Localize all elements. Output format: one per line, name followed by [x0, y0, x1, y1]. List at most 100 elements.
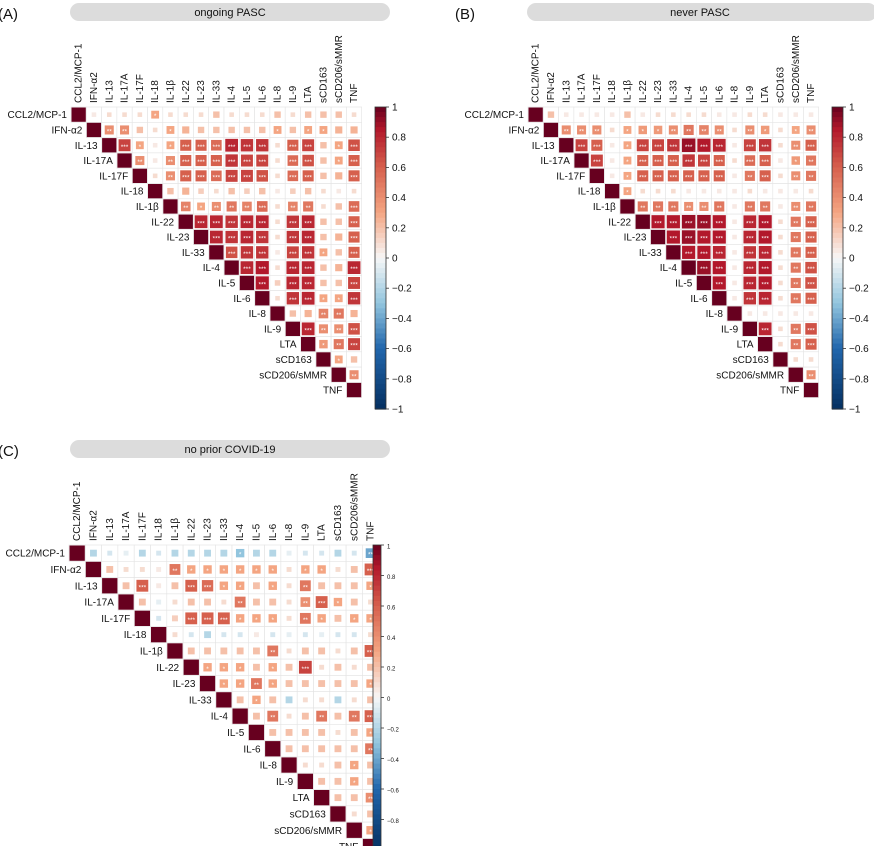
- significance-mark: ***: [243, 266, 251, 273]
- corr-square: [242, 201, 252, 212]
- significance-mark: **: [352, 373, 358, 380]
- significance-mark: **: [793, 220, 799, 227]
- significance-mark: ***: [700, 266, 708, 273]
- corr-square: [268, 679, 277, 688]
- corr-square: [732, 173, 737, 179]
- corr-square: [348, 231, 360, 243]
- colorbar-stripe: [832, 132, 843, 138]
- corr-square: [167, 187, 174, 195]
- colorbar-stripe: [832, 192, 843, 199]
- corr-square: [302, 762, 308, 768]
- significance-mark: **: [717, 128, 723, 135]
- significance-mark: **: [793, 297, 799, 304]
- corr-square: [351, 112, 357, 117]
- corr-square: [316, 710, 328, 722]
- corr-square: [697, 260, 711, 275]
- corr-square: [701, 112, 707, 117]
- corr-square: [778, 326, 783, 332]
- colorbar-stripe: [373, 646, 381, 653]
- colorbar-stripe: [375, 132, 386, 138]
- significance-mark: ***: [670, 236, 678, 243]
- corr-square: [805, 139, 817, 151]
- colorbar-stripe: [373, 768, 381, 775]
- significance-mark: *: [626, 159, 629, 166]
- colorbar-stripe: [832, 283, 843, 289]
- corr-square: [106, 112, 112, 117]
- corr-square: [204, 647, 211, 655]
- corr-square: [732, 234, 737, 240]
- corr-square: [178, 214, 193, 229]
- col-label-il-23: IL-23: [203, 518, 214, 541]
- significance-mark: **: [183, 205, 189, 212]
- corr-square: [304, 111, 312, 118]
- corr-square: [636, 139, 649, 152]
- significance-mark: ***: [761, 251, 769, 258]
- corr-square: [547, 111, 555, 118]
- col-label-scd163: sCD163: [318, 66, 329, 103]
- corr-square: [698, 170, 710, 182]
- corr-square: [318, 745, 326, 753]
- corr-square: [286, 276, 300, 290]
- corr-square: [334, 294, 343, 303]
- corr-square: [187, 549, 195, 557]
- row-label-il-1: IL-1β: [140, 646, 163, 657]
- corr-square: [286, 246, 299, 259]
- significance-mark: **: [809, 174, 815, 181]
- significance-mark: **: [368, 747, 374, 754]
- corr-square: [666, 230, 680, 244]
- corr-square: [334, 712, 342, 720]
- colorbar-stripe: [832, 137, 843, 143]
- significance-mark: **: [747, 174, 753, 181]
- corr-square: [193, 229, 209, 245]
- corr-square: [790, 277, 801, 289]
- corr-square: [351, 632, 357, 638]
- corr-square: [197, 202, 205, 211]
- colorbar-stripe: [373, 575, 381, 582]
- colorbar-stripe: [832, 343, 843, 350]
- significance-mark: *: [353, 764, 356, 771]
- significance-mark: **: [172, 568, 178, 575]
- corr-square: [743, 230, 757, 244]
- significance-mark: *: [276, 128, 279, 135]
- corr-square: [713, 155, 725, 167]
- significance-mark: ***: [243, 174, 251, 181]
- colorbar-tick-label: 0.2: [387, 667, 396, 673]
- colorbar-stripe: [832, 152, 843, 158]
- row-label-il-5: IL-5: [218, 278, 236, 289]
- significance-mark: **: [303, 617, 309, 624]
- colorbar-stripe: [375, 252, 386, 259]
- colorbar-stripe: [373, 707, 381, 714]
- corr-square: [320, 218, 327, 225]
- colorbar-stripe: [373, 783, 381, 790]
- corr-square: [301, 565, 310, 574]
- corr-square: [805, 292, 817, 304]
- row-label-il-8: IL-8: [260, 761, 278, 772]
- corr-square: [244, 112, 250, 117]
- corr-square: [244, 188, 250, 194]
- significance-mark: ***: [197, 144, 205, 151]
- corr-square: [204, 631, 211, 639]
- colorbar-stripe: [373, 712, 381, 719]
- corr-square: [235, 614, 245, 623]
- colorbar-stripe: [375, 187, 386, 194]
- col-label-ccl2-mcp-1: CCL2/MCP-1: [531, 43, 542, 103]
- colorbar-stripe: [373, 733, 381, 739]
- col-label-il-9: IL-9: [300, 523, 311, 541]
- significance-mark: ***: [350, 266, 358, 273]
- significance-mark: **: [238, 601, 244, 608]
- colorbar-stripe: [373, 834, 381, 841]
- corr-square: [320, 233, 327, 241]
- corr-square: [210, 155, 222, 167]
- corr-square: [318, 582, 326, 590]
- colorbar-stripe: [375, 273, 386, 279]
- colorbar-tick-label: −1: [392, 405, 404, 416]
- significance-mark: ***: [715, 220, 723, 227]
- corr-square: [681, 230, 696, 244]
- corr-square: [256, 230, 269, 244]
- corr-square: [743, 139, 756, 152]
- corr-square: [225, 138, 239, 152]
- corr-square: [716, 112, 722, 117]
- colorbar-stripe: [375, 368, 386, 375]
- row-label-il-17f: IL-17F: [99, 171, 128, 182]
